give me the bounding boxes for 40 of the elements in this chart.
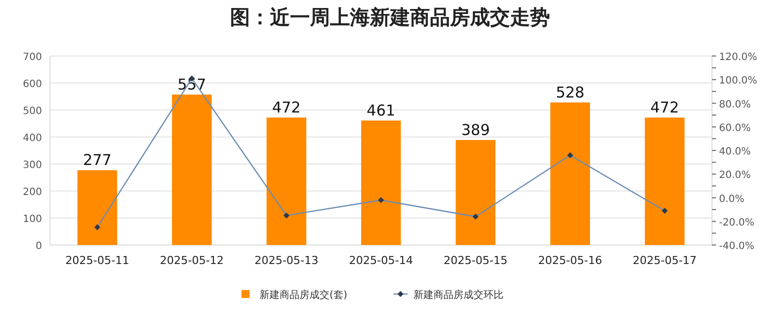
y2-tick-label: 0.0% bbox=[719, 194, 744, 205]
x-tick-label: 2025-05-11 bbox=[65, 254, 130, 267]
y2-tick-label: 20.0% bbox=[719, 170, 751, 182]
data-label: 461 bbox=[366, 102, 396, 120]
y-tick-label: 600 bbox=[22, 79, 42, 90]
y-tick-label: 300 bbox=[22, 160, 42, 171]
x-tick-label: 2025-05-12 bbox=[160, 254, 224, 267]
bar bbox=[361, 120, 401, 245]
bar bbox=[77, 170, 118, 245]
y2-tick-label: 40.0% bbox=[719, 146, 751, 158]
data-label: 277 bbox=[82, 151, 112, 170]
x-tick-label: 2025-05-16 bbox=[538, 254, 602, 267]
bar bbox=[550, 102, 590, 245]
bar bbox=[456, 140, 496, 245]
x-tick-label: 2025-05-15 bbox=[444, 254, 508, 267]
y-tick-label: 0 bbox=[36, 241, 42, 252]
y2-tick-label: 120.0% bbox=[719, 52, 758, 63]
chart-title: 图：近一周上海新建商品房成交走势 bbox=[230, 5, 550, 29]
bar bbox=[266, 118, 306, 245]
y-tick-label: 700 bbox=[22, 52, 42, 63]
y2-tick-label: 60.0% bbox=[719, 122, 751, 134]
x-tick-label: 2025-05-14 bbox=[349, 254, 413, 267]
y2-tick-label: -20.0% bbox=[719, 217, 754, 228]
y-tick-label: 500 bbox=[22, 106, 42, 117]
data-label: 472 bbox=[650, 98, 680, 117]
y2-tick-label: -40.0% bbox=[719, 241, 754, 252]
data-label: 472 bbox=[272, 98, 301, 117]
x-tick-label: 2025-05-17 bbox=[632, 254, 697, 267]
x-tick-label: 2025-05-13 bbox=[254, 254, 318, 267]
legend-label: 新建商品房成交环比 bbox=[414, 289, 504, 301]
y-tick-label: 400 bbox=[22, 133, 42, 144]
y-tick-label: 100 bbox=[22, 214, 42, 225]
legend-label: 新建商品房成交(套) bbox=[260, 289, 348, 301]
y2-tick-label: 80.0% bbox=[719, 99, 751, 110]
bar bbox=[644, 118, 685, 245]
data-label: 528 bbox=[556, 83, 584, 102]
bar bbox=[172, 94, 212, 245]
y2-tick-label: 100.0% bbox=[719, 76, 758, 87]
y-tick-label: 200 bbox=[22, 187, 42, 198]
data-label: 389 bbox=[461, 120, 490, 139]
